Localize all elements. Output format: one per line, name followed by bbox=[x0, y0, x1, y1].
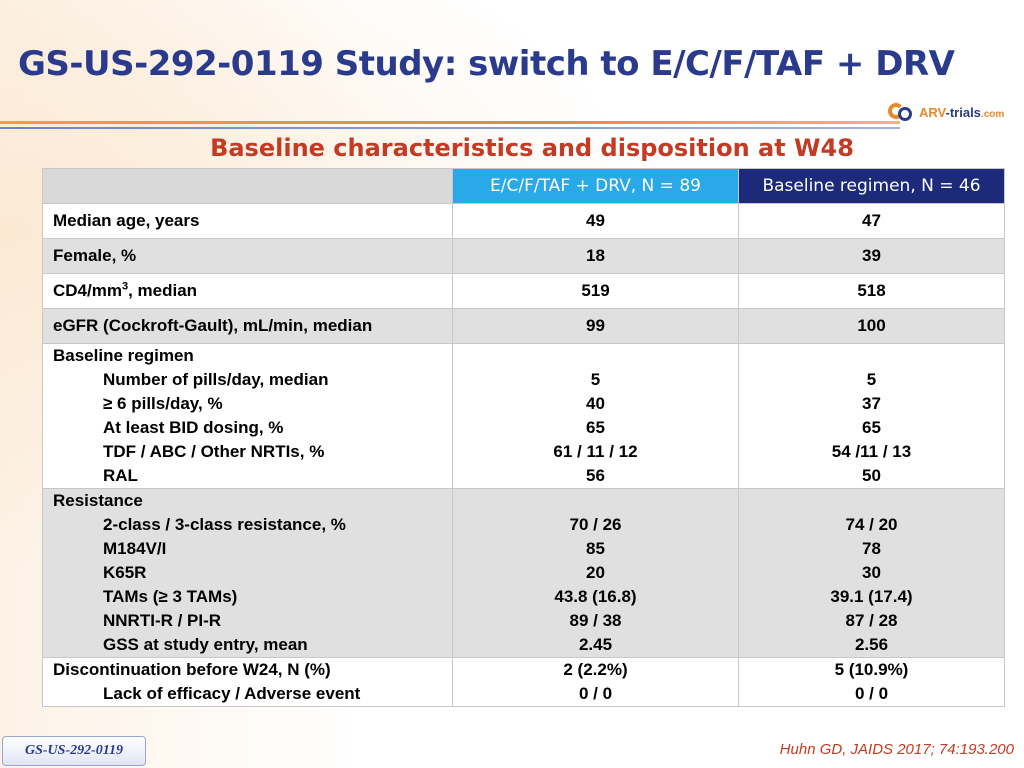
sub-label: TAMs (≥ 3 TAMs) bbox=[103, 587, 238, 606]
sub-label: GSS at study entry, mean bbox=[103, 635, 308, 654]
row-label-group: Resistance 2-class / 3-class resistance,… bbox=[42, 488, 453, 658]
value-ecftaf: 49 bbox=[452, 203, 739, 239]
value-ecftaf: 18 bbox=[452, 238, 739, 274]
study-tag: GS-US-292-0119 bbox=[2, 736, 146, 766]
sub-label: M184V/I bbox=[103, 539, 167, 558]
value-baseline: 47 bbox=[738, 203, 1005, 239]
sub-label: TDF / ABC / Other NRTIs, % bbox=[103, 442, 325, 461]
sub-label: K65R bbox=[103, 563, 147, 582]
group-heading: Resistance bbox=[53, 491, 143, 510]
value-ecftaf: 99 bbox=[452, 308, 739, 344]
table-row-cd4: CD4/mm3, median 519 518 bbox=[42, 273, 1005, 309]
values-baseline: 5 37 65 54 /11 / 13 50 bbox=[738, 343, 1005, 489]
values-ecftaf: 5 40 65 61 / 11 / 12 56 bbox=[452, 343, 739, 489]
title-divider-blue bbox=[0, 127, 900, 129]
arv-logo-icon bbox=[888, 101, 916, 123]
row-label: CD4/mm3, median bbox=[42, 273, 453, 309]
values-baseline: 5 (10.9%) 0 / 0 bbox=[738, 657, 1005, 707]
sub-label: NNRTI-R / PI-R bbox=[103, 611, 222, 630]
row-label: Female, % bbox=[42, 238, 453, 274]
slide-title: GS-US-292-0119 Study: switch to E/C/F/TA… bbox=[18, 44, 955, 84]
value-baseline: 518 bbox=[738, 273, 1005, 309]
group-heading: Discontinuation before W24, N (%) bbox=[53, 660, 331, 679]
title-divider-orange bbox=[0, 121, 900, 124]
sub-label: 2-class / 3-class resistance, % bbox=[103, 515, 346, 534]
sub-label: At least BID dosing, % bbox=[103, 418, 284, 437]
row-label: Median age, years bbox=[42, 203, 453, 239]
citation: Huhn GD, JAIDS 2017; 74:193.200 bbox=[779, 741, 1014, 758]
header-baseline-regimen: Baseline regimen, N = 46 bbox=[738, 168, 1005, 204]
row-label-group: Discontinuation before W24, N (%) Lack o… bbox=[42, 657, 453, 707]
sub-label: ≥ 6 pills/day, % bbox=[103, 394, 223, 413]
values-ecftaf: 2 (2.2%) 0 / 0 bbox=[452, 657, 739, 707]
sub-label: Number of pills/day, median bbox=[103, 370, 329, 389]
row-label-group: Baseline regimen Number of pills/day, me… bbox=[42, 343, 453, 489]
values-baseline: 74 / 20 78 30 39.1 (17.4) 87 / 28 2.56 bbox=[738, 488, 1005, 658]
table-row-resistance: Resistance 2-class / 3-class resistance,… bbox=[42, 488, 1005, 658]
sub-label: RAL bbox=[103, 466, 138, 485]
arv-trials-logo: ARV-trials.com bbox=[888, 98, 1004, 126]
value-baseline: 100 bbox=[738, 308, 1005, 344]
header-ecftaf-drv: E/C/F/TAF + DRV, N = 89 bbox=[452, 168, 739, 204]
baseline-characteristics-table: E/C/F/TAF + DRV, N = 89 Baseline regimen… bbox=[42, 168, 1005, 707]
table-subtitle: Baseline characteristics and disposition… bbox=[210, 134, 854, 162]
table-row-median-age: Median age, years 49 47 bbox=[42, 203, 1005, 239]
table-header-row: E/C/F/TAF + DRV, N = 89 Baseline regimen… bbox=[42, 168, 1005, 204]
table-row-baseline-regimen: Baseline regimen Number of pills/day, me… bbox=[42, 343, 1005, 489]
value-baseline: 39 bbox=[738, 238, 1005, 274]
sub-label: Lack of efficacy / Adverse event bbox=[103, 684, 361, 703]
table-row-egfr: eGFR (Cockroft-Gault), mL/min, median 99… bbox=[42, 308, 1005, 344]
values-ecftaf: 70 / 26 85 20 43.8 (16.8) 89 / 38 2.45 bbox=[452, 488, 739, 658]
group-heading: Baseline regimen bbox=[53, 346, 194, 365]
row-label: eGFR (Cockroft-Gault), mL/min, median bbox=[42, 308, 453, 344]
value-ecftaf: 519 bbox=[452, 273, 739, 309]
table-row-female: Female, % 18 39 bbox=[42, 238, 1005, 274]
table-row-discontinuation: Discontinuation before W24, N (%) Lack o… bbox=[42, 657, 1005, 707]
logo-text: ARV-trials.com bbox=[919, 104, 1005, 120]
header-empty-cell bbox=[42, 168, 453, 204]
